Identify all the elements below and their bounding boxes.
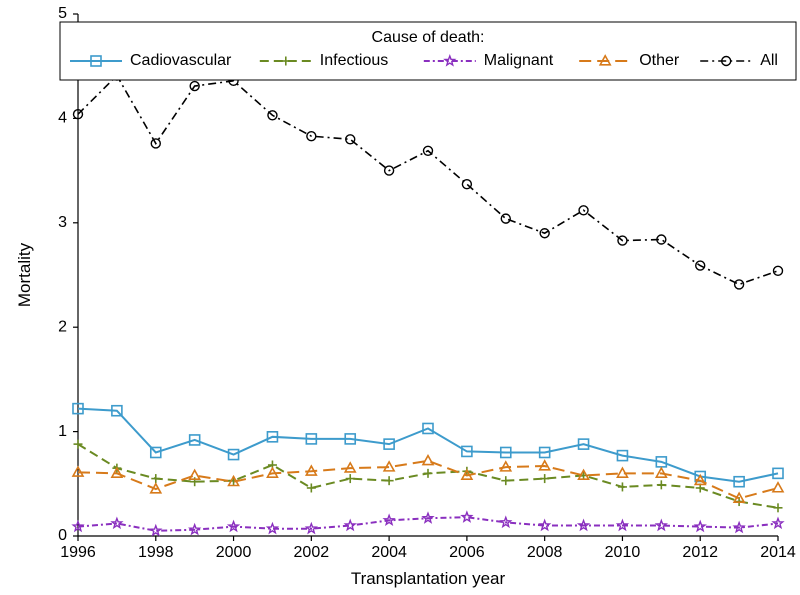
- x-tick-label: 2004: [371, 544, 407, 561]
- x-tick-label: 1998: [138, 544, 174, 561]
- y-tick-label: 2: [58, 318, 67, 335]
- y-tick-label: 5: [58, 5, 67, 22]
- x-tick-label: 1996: [60, 544, 96, 561]
- y-tick-label: 0: [58, 527, 67, 544]
- legend-label-all: All: [760, 52, 778, 69]
- x-tick-label: 2014: [760, 544, 796, 561]
- y-tick-label: 4: [58, 110, 67, 127]
- x-tick-label: 2006: [449, 544, 485, 561]
- x-tick-label: 2002: [294, 544, 330, 561]
- legend-label-cardio: Cadiovascular: [130, 52, 232, 69]
- y-axis-label: Mortality: [15, 242, 34, 307]
- y-tick-label: 1: [58, 423, 67, 440]
- legend-label-other: Other: [639, 52, 680, 69]
- chart-background: [0, 0, 800, 595]
- x-tick-label: 2012: [682, 544, 718, 561]
- x-tick-label: 2000: [216, 544, 252, 561]
- x-tick-label: 2008: [527, 544, 563, 561]
- legend-title: Cause of death:: [372, 29, 485, 46]
- legend-label-infectious: Infectious: [320, 52, 388, 69]
- mortality-line-chart: 0 1 2 3 4 5 1996 1998 2000 2002 2004 2006 2008 2010 20…: [0, 0, 800, 595]
- legend: Cause of death: Cadiovascular Infectious Ma…: [60, 22, 796, 80]
- x-tick-label: 2010: [605, 544, 641, 561]
- x-axis-label: Transplantation year: [351, 569, 506, 588]
- legend-label-malignant: Malignant: [484, 52, 554, 69]
- y-tick-label: 3: [58, 214, 67, 231]
